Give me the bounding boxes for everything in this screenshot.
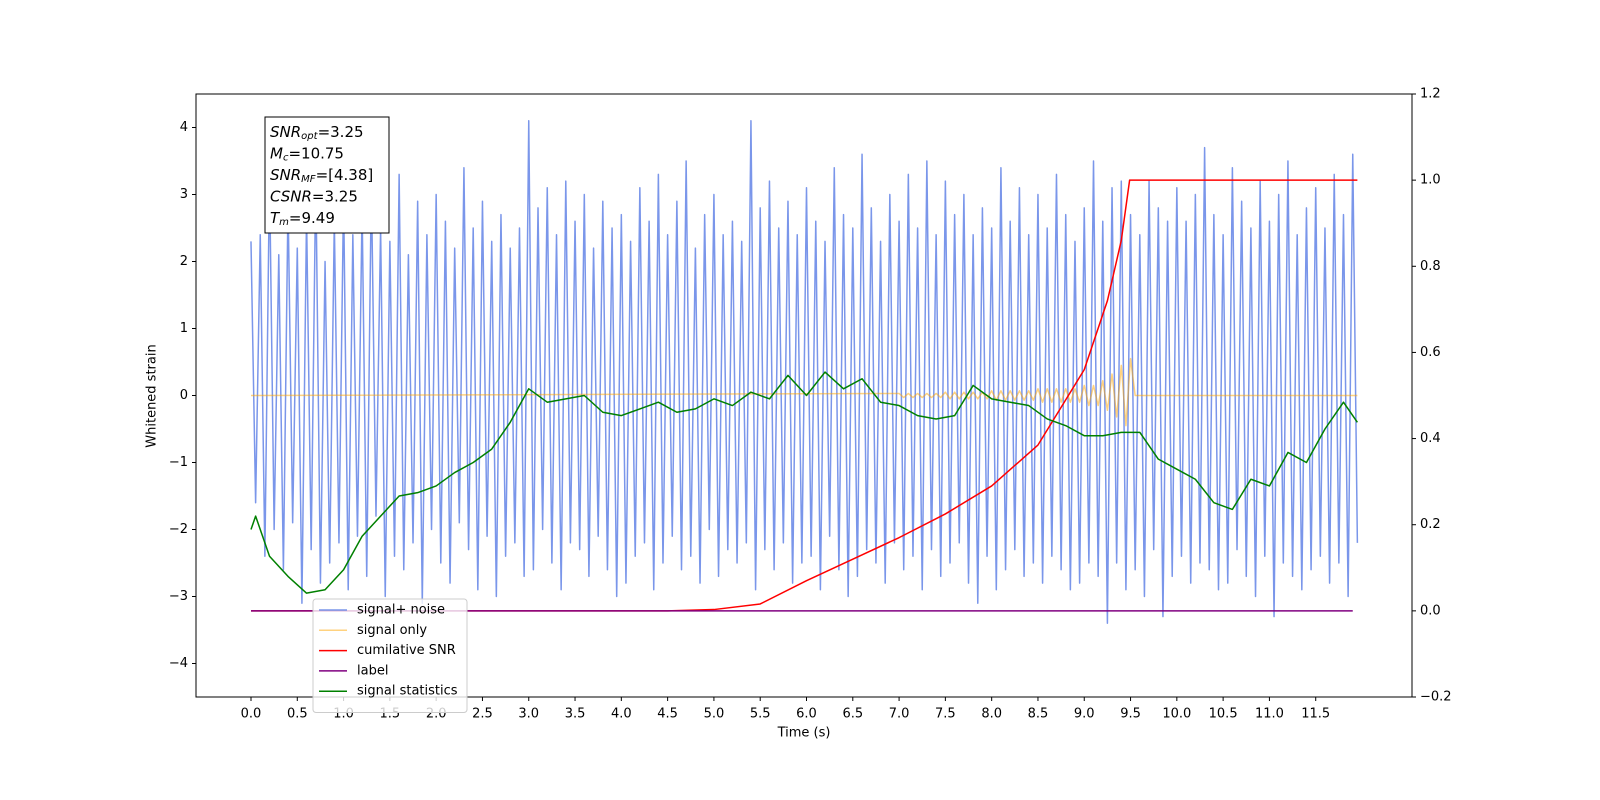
y-tick-label: −2: [169, 522, 188, 537]
legend-label: signal+ noise: [357, 603, 445, 618]
annotation-value: =9.49: [289, 209, 335, 227]
y2-tick-label: 0.6: [1420, 345, 1441, 360]
legend-label: signal statistics: [357, 684, 458, 699]
x-tick-label: 7.0: [889, 707, 910, 722]
annotation: Tm=9.49: [270, 209, 335, 229]
annotation: CSNR=3.25: [270, 187, 358, 205]
y2-tick-label: −0.2: [1420, 690, 1452, 705]
y-tick-label: 1: [180, 321, 188, 336]
series-line: [250, 371, 1358, 594]
annotation: Mc=10.75: [270, 144, 344, 164]
y2-tick-label: 0.0: [1420, 603, 1441, 618]
x-tick-label: 4.5: [657, 707, 678, 722]
x-tick-label: 4.0: [611, 707, 632, 722]
annotation-subscript: c: [283, 153, 289, 164]
annotation-value: =3.25: [318, 123, 364, 141]
y2-tick-label: 1.0: [1420, 173, 1441, 188]
x-tick-label: 8.5: [1028, 707, 1049, 722]
x-tick-label: 5.0: [704, 707, 725, 722]
annotation-subscript: opt: [301, 131, 318, 142]
y-tick-label: 2: [180, 254, 188, 269]
x-tick-label: 8.0: [981, 707, 1002, 722]
x-tick-label: 3.0: [518, 707, 539, 722]
annotation-symbol: CSNR: [270, 187, 312, 205]
annotation-symbol: T: [270, 209, 281, 227]
annotation-symbol: SNR: [270, 166, 301, 184]
series-line: [250, 357, 1358, 427]
y-tick-label: 3: [180, 187, 188, 202]
x-tick-label: 6.0: [796, 707, 817, 722]
legend-label: cumilative SNR: [357, 643, 456, 658]
y-tick-label: −4: [169, 656, 188, 671]
annotation-value: =3.25: [312, 187, 358, 205]
x-tick-label: 9.5: [1120, 707, 1141, 722]
x-tick-label: 9.0: [1074, 707, 1095, 722]
y-tick-label: −3: [169, 589, 188, 604]
x-tick-label: 11.0: [1255, 707, 1284, 722]
y-tick-label: −1: [169, 455, 188, 470]
x-tick-label: 0.0: [241, 707, 262, 722]
series-line: [250, 179, 1358, 612]
legend-box: [312, 598, 468, 713]
x-tick-label: 0.5: [287, 707, 308, 722]
x-tick-label: 10.5: [1209, 707, 1238, 722]
x-tick-label: 7.5: [935, 707, 956, 722]
legend-label: signal only: [357, 623, 427, 638]
y2-tick-label: 0.8: [1420, 259, 1441, 274]
annotation-subscript: m: [279, 217, 289, 228]
annotation-value: =10.75: [288, 144, 344, 162]
annotation-subscript: MF: [301, 174, 316, 185]
series-line: [250, 120, 1359, 625]
annotation-box: [264, 116, 390, 234]
x-tick-label: 6.5: [842, 707, 863, 722]
y2-tick-label: 1.2: [1420, 87, 1441, 102]
annotation: SNRopt=3.25: [270, 123, 364, 143]
y-axis-label: Whitened strain: [145, 344, 160, 447]
annotation-symbol: M: [270, 144, 283, 162]
annotation-value: =[4.38]: [316, 166, 374, 184]
x-tick-label: 2.5: [472, 707, 493, 722]
x-axis-label: Time (s): [777, 726, 831, 741]
x-tick-label: 5.5: [750, 707, 771, 722]
annotation-symbol: SNR: [270, 123, 301, 141]
x-tick-label: 10.0: [1162, 707, 1191, 722]
x-tick-label: 11.5: [1301, 707, 1330, 722]
annotation: SNRMF=[4.38]: [270, 166, 373, 186]
y2-tick-label: 0.2: [1420, 517, 1441, 532]
x-tick-label: 3.5: [565, 707, 586, 722]
legend-label: label: [357, 663, 388, 678]
y-tick-label: 4: [180, 120, 188, 135]
y2-tick-label: 0.4: [1420, 431, 1441, 446]
y-tick-label: 0: [180, 388, 188, 403]
